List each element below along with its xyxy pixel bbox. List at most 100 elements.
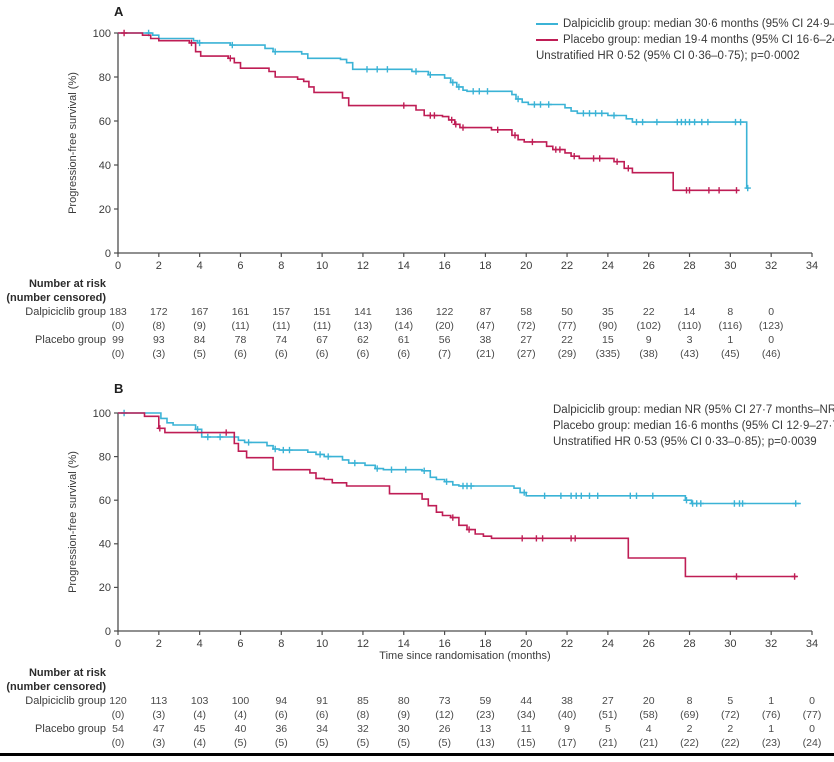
risk-count-cell: 2 xyxy=(727,723,734,735)
risk-count-cell: 11 xyxy=(520,723,532,735)
risk-row-label: Dalpiciclib group xyxy=(25,306,106,318)
x-tick-label: 22 xyxy=(561,638,573,650)
censor-marks-placebo-group xyxy=(120,29,740,194)
legend-line-swatch xyxy=(536,39,558,41)
risk-censored-cell: (6) xyxy=(234,348,247,360)
x-tick-label: 22 xyxy=(561,260,573,272)
risk-censored-cell: (76) xyxy=(761,709,781,721)
risk-censored-cell: (5) xyxy=(274,737,288,749)
y-axis-label-b: Progression-free survival (%) xyxy=(67,451,79,593)
risk-count-cell: 122 xyxy=(435,306,454,318)
x-axis-label: Time since randomisation (months) xyxy=(379,650,551,662)
risk-censored-cell: (0) xyxy=(111,348,125,360)
risk-count-cell: 9 xyxy=(564,723,570,735)
risk-count-cell: 5 xyxy=(604,723,611,735)
risk-count-cell: 26 xyxy=(438,723,451,735)
risk-count-cell: 167 xyxy=(190,306,209,318)
legend-item: Dalpiciclib group: median 30·6 months (9… xyxy=(536,16,834,32)
risk-count-cell: 14 xyxy=(683,306,696,318)
risk-count-cell: 73 xyxy=(438,695,451,707)
risk-count-cell: 1 xyxy=(768,723,775,735)
risk-censored-cell: (3) xyxy=(152,709,166,721)
risk-censored-cell: (11) xyxy=(231,320,250,332)
y-tick-label: 20 xyxy=(99,204,111,216)
risk-censored-cell: (22) xyxy=(680,737,699,749)
x-tick-label: 24 xyxy=(602,260,614,272)
risk-censored-cell: (21) xyxy=(639,737,659,749)
risk-censored-cell: (23) xyxy=(476,709,495,721)
risk-count-cell: 54 xyxy=(112,723,124,735)
risk-count-cell: 84 xyxy=(193,334,206,346)
risk-censored-cell: (6) xyxy=(397,348,411,360)
risk-count-cell: 74 xyxy=(275,334,288,346)
risk-count-cell: 0 xyxy=(809,723,815,735)
risk-censored-cell: (5) xyxy=(234,737,247,749)
risk-count-cell: 8 xyxy=(727,306,734,318)
risk-count-cell: 93 xyxy=(152,334,165,346)
x-tick-label: 32 xyxy=(765,260,777,272)
risk-censored-cell: (46) xyxy=(761,348,781,360)
x-tick-label: 14 xyxy=(398,260,410,272)
risk-censored-cell: (0) xyxy=(111,709,125,721)
risk-count-cell: 91 xyxy=(316,695,328,707)
risk-censored-cell: (72) xyxy=(721,709,740,721)
legend-panel-a: Dalpiciclib group: median 30·6 months (9… xyxy=(536,16,834,64)
risk-censored-cell: (11) xyxy=(272,320,291,332)
km-curve-dalpiciclib-group xyxy=(118,412,801,505)
risk-count-cell: 58 xyxy=(520,306,533,318)
y-tick-label: 0 xyxy=(105,248,111,260)
risk-row-label: Placebo group xyxy=(35,723,106,735)
risk-count-cell: 9 xyxy=(645,334,652,346)
risk-count-cell: 13 xyxy=(479,723,492,735)
risk-count-cell: 1 xyxy=(768,695,775,707)
risk-count-cell: 47 xyxy=(152,723,165,735)
x-tick-label: 32 xyxy=(765,638,777,650)
risk-censored-cell: (23) xyxy=(761,737,781,749)
legend-panel-b: Dalpiciclib group: median NR (95% CI 27·… xyxy=(553,402,834,450)
legend-item: Dalpiciclib group: median NR (95% CI 27·… xyxy=(553,402,834,418)
risk-censored-cell: (69) xyxy=(680,709,699,721)
censor-marks-placebo-group xyxy=(156,425,798,580)
y-axis-label-a: Progression-free survival (%) xyxy=(67,72,79,214)
y-tick-label: 40 xyxy=(99,160,111,172)
risk-censored-cell: (12) xyxy=(435,709,454,721)
x-tick-label: 26 xyxy=(643,638,655,650)
panel-b-label: B xyxy=(114,381,124,396)
x-tick-label: 26 xyxy=(643,260,655,272)
risk-censored-cell: (6) xyxy=(274,348,288,360)
y-tick-label: 100 xyxy=(93,28,111,40)
risk-censored-cell: (34) xyxy=(516,709,536,721)
risk-count-cell: 3 xyxy=(686,334,693,346)
risk-count-cell: 35 xyxy=(602,306,614,318)
risk-count-cell: 141 xyxy=(354,306,372,318)
legend-item-text: Dalpiciclib group: median NR (95% CI 27·… xyxy=(553,404,834,416)
x-tick-label: 18 xyxy=(479,638,491,650)
risk-censored-cell: (5) xyxy=(315,737,329,749)
x-tick-label: 34 xyxy=(806,260,818,272)
x-tick-label: 12 xyxy=(357,260,369,272)
y-tick-label: 60 xyxy=(99,495,111,507)
x-tick-label: 20 xyxy=(520,638,532,650)
risk-table-header-line2: (number censored) xyxy=(6,292,106,304)
risk-censored-cell: (72) xyxy=(516,320,536,332)
x-tick-label: 30 xyxy=(724,260,736,272)
risk-censored-cell: (43) xyxy=(680,348,699,360)
legend-item-text: Unstratified HR 0·53 (95% CI 0·33–0·85);… xyxy=(553,436,817,448)
risk-censored-cell: (77) xyxy=(557,320,577,332)
risk-count-cell: 8 xyxy=(686,695,693,707)
risk-censored-cell: (335) xyxy=(595,348,621,360)
risk-censored-cell: (47) xyxy=(476,320,495,332)
risk-count-cell: 120 xyxy=(109,695,127,707)
risk-count-cell: 5 xyxy=(727,695,734,707)
risk-count-cell: 0 xyxy=(768,306,775,318)
risk-censored-cell: (38) xyxy=(639,348,659,360)
risk-count-cell: 22 xyxy=(561,334,573,346)
risk-censored-cell: (8) xyxy=(356,709,370,721)
censor-marks-dalpiciclib-group xyxy=(145,29,751,192)
risk-censored-cell: (3) xyxy=(152,737,166,749)
risk-censored-cell: (6) xyxy=(274,709,288,721)
x-tick-label: 6 xyxy=(237,260,243,272)
risk-censored-cell: (8) xyxy=(152,320,166,332)
risk-count-cell: 0 xyxy=(768,334,775,346)
